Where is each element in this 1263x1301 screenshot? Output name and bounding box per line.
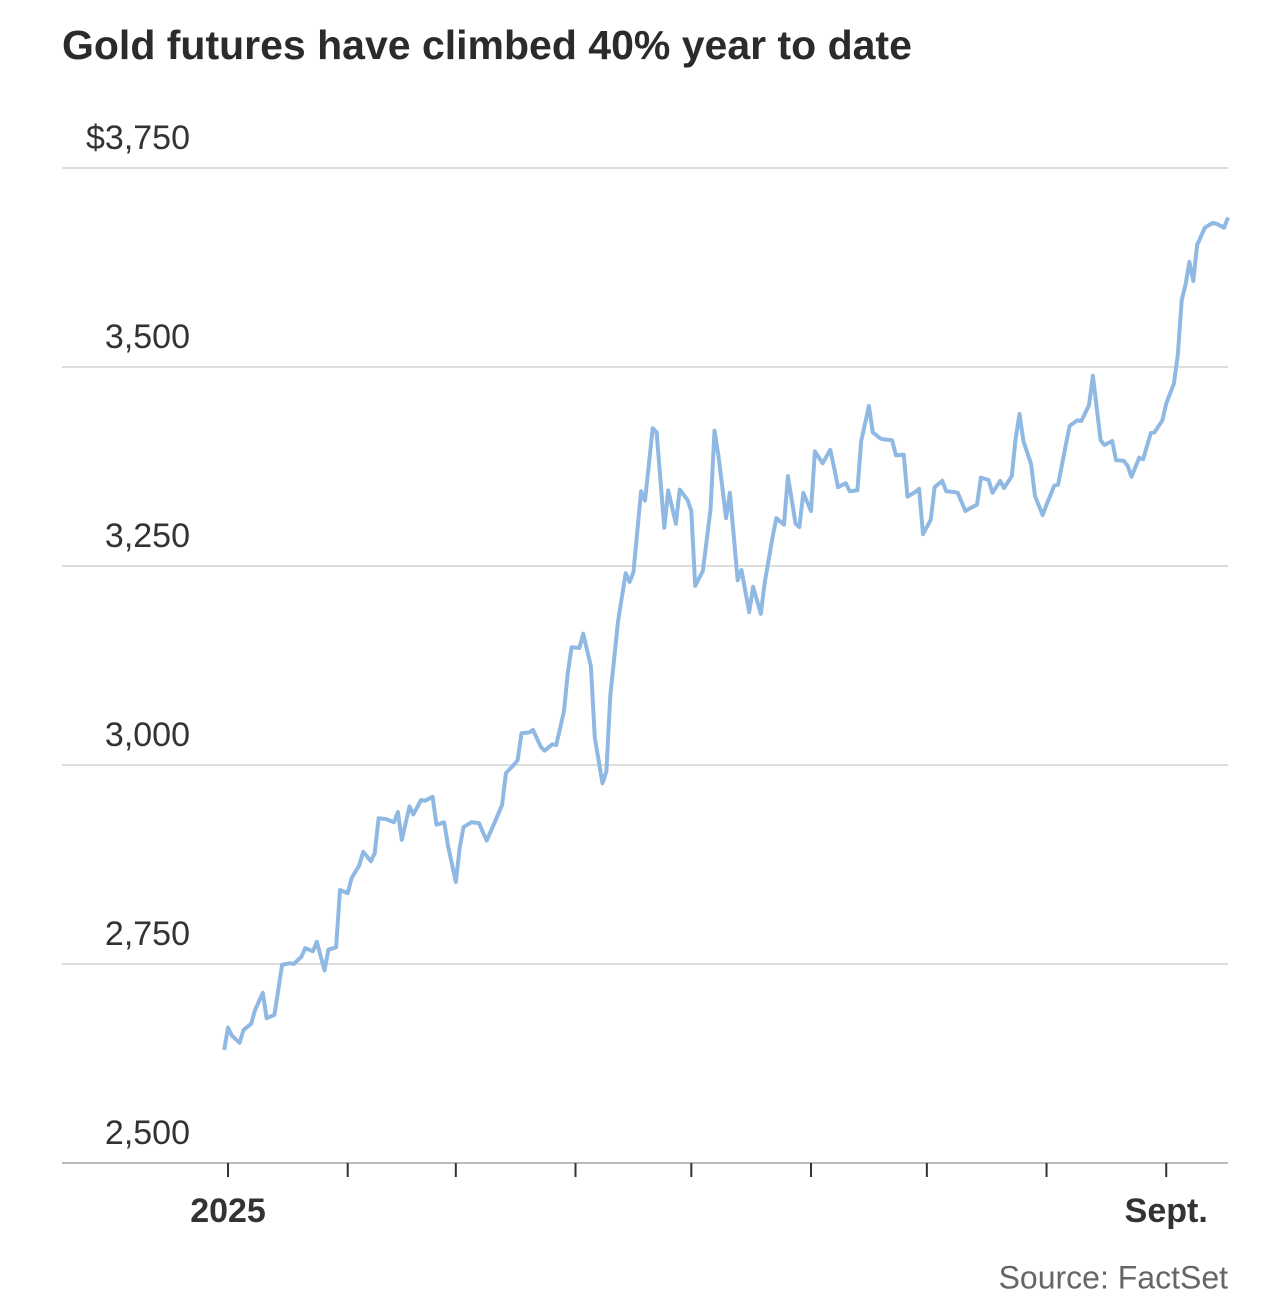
x-tick-label: 2025 [190,1192,266,1230]
y-tick-label: $3,750 [86,119,190,157]
y-tick-label: 3,500 [105,318,190,356]
y-tick-label: 2,750 [105,915,190,953]
y-tick-label: 2,500 [105,1114,190,1152]
y-tick-label: 3,000 [105,716,190,754]
source-note: Source: FactSet [999,1259,1229,1295]
price-line [222,216,1230,1051]
x-tick-label: Sept. [1125,1192,1208,1230]
chart-title: Gold futures have climbed 40% year to da… [62,22,912,68]
y-tick-label: 3,250 [105,517,190,555]
